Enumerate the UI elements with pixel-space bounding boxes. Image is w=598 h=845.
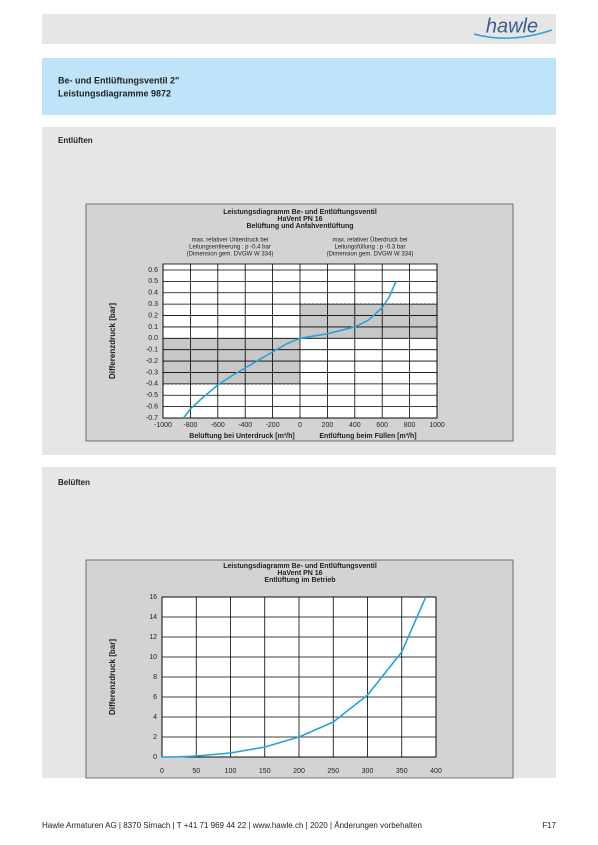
y-tick-label: -0.1: [146, 347, 158, 354]
y-tick-label: 12: [149, 634, 157, 641]
chart-title: Belüftung und Anfahventlüftung: [246, 223, 353, 230]
y-tick-label: 0.6: [148, 267, 158, 274]
y-tick-label: 0: [153, 754, 157, 761]
banner-subtitle: Leistungsdiagramme 9872: [58, 88, 171, 98]
logo: hawle: [486, 15, 538, 37]
plot-border: [161, 596, 437, 758]
x-tick-label: 400: [349, 422, 361, 429]
x-tick-label: 100: [225, 768, 237, 775]
data-line: [182, 281, 397, 419]
y-axis-label: Differenzdruck [bar]: [108, 303, 117, 379]
chart-title: HaVent PN 16: [277, 570, 322, 577]
x-tick-label: 200: [293, 768, 305, 775]
y-tick-label: 0.0: [148, 335, 158, 342]
x-tick-label: 150: [259, 768, 271, 775]
y-tick-label: 0.3: [148, 301, 158, 308]
x-tick-label: 250: [327, 768, 339, 775]
data-line: [161, 596, 427, 758]
x-tick-label: -800: [183, 422, 197, 429]
chart-title: Entlüftung im Betrieb: [264, 577, 335, 584]
x-tick-label: -200: [266, 422, 280, 429]
x-tick-label: 50: [192, 768, 200, 775]
y-tick-label: -0.4: [146, 381, 158, 388]
x-tick-label: 600: [376, 422, 388, 429]
annotation: Leitungsfüllung : p -0.3 bar: [334, 245, 405, 251]
annotation: max. relativer Überdruck bei: [332, 237, 407, 244]
x-tick-label: 300: [362, 768, 374, 775]
y-tick-label: -0.6: [146, 403, 158, 410]
section-label: Belüften: [58, 478, 90, 487]
y-tick-label: 0.1: [148, 324, 158, 331]
x-axis-label: Belüftung bei Unterdruck [m³/h]: [189, 433, 294, 440]
y-tick-label: 8: [153, 674, 157, 681]
footer-text: Hawle Armaturen AG | 8370 Sirnach | T +4…: [42, 821, 422, 830]
banner-title: Be- und Entlüftungsventil 2": [58, 75, 179, 85]
y-tick-label: -0.5: [146, 392, 158, 399]
top-bar: [42, 14, 556, 44]
y-tick-label: 4: [153, 714, 157, 721]
y-tick-label: 16: [149, 594, 157, 601]
y-tick-label: 0.2: [148, 312, 158, 319]
x-tick-label: -400: [238, 422, 252, 429]
shaded-region: [300, 304, 437, 339]
y-tick-label: 2: [153, 734, 157, 741]
x-tick-label: 1000: [429, 422, 445, 429]
page-number: F17: [542, 821, 556, 830]
y-tick-label: 14: [149, 614, 157, 621]
annotation: Leitungsentleerung : p -0.4 bar: [189, 245, 271, 251]
y-tick-label: 6: [153, 694, 157, 701]
chart-title: HaVent PN 16: [277, 216, 322, 223]
section-label: Entlüften: [58, 136, 93, 145]
x-tick-label: 350: [396, 768, 408, 775]
annotation: (Dimension gem. DVGW W 334): [327, 252, 414, 258]
chart-title: Leistungsdiagramm Be- und Entlüftungsven…: [223, 209, 377, 216]
x-tick-label: 800: [404, 422, 416, 429]
y-tick-label: 10: [149, 654, 157, 661]
x-tick-label: 0: [160, 768, 164, 775]
x-tick-label: 0: [298, 422, 302, 429]
y-tick-label: 0.4: [148, 290, 158, 297]
x-tick-label: 200: [322, 422, 334, 429]
y-tick-label: 0.5: [148, 278, 158, 285]
x-tick-label: -1000: [154, 422, 172, 429]
y-tick-label: -0.2: [146, 358, 158, 365]
annotation: max. relativer Unterdruck bei: [192, 238, 269, 244]
y-tick-label: -0.7: [146, 415, 158, 422]
plot-border: [162, 263, 438, 419]
y-tick-label: -0.3: [146, 369, 158, 376]
annotation: (Dimension gem. DVGW W 334): [187, 252, 274, 258]
x-axis-label: Entlüftung beim Füllen [m³/h]: [319, 433, 416, 440]
logo-swoosh: [473, 29, 553, 39]
x-tick-label: 400: [430, 768, 442, 775]
x-tick-label: -600: [211, 422, 225, 429]
y-axis-label: Differenzdruck [bar]: [108, 639, 117, 715]
chart-title: Leistungsdiagramm Be- und Entlüftungsven…: [223, 563, 377, 570]
banner: [42, 58, 556, 115]
